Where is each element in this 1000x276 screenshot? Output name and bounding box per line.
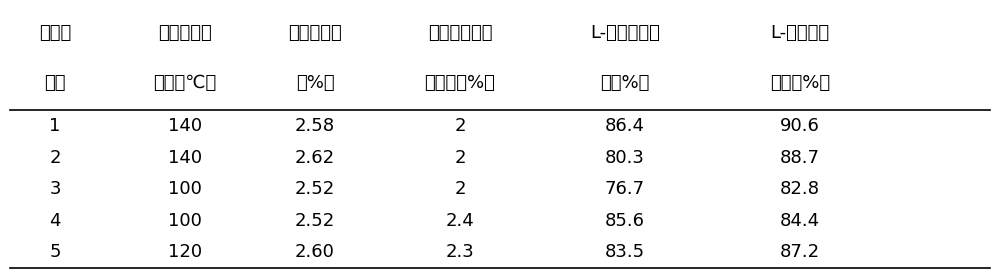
Text: 76.7: 76.7 bbox=[605, 180, 645, 198]
Text: L-丙氨酸转化: L-丙氨酸转化 bbox=[590, 24, 660, 42]
Text: 83.5: 83.5 bbox=[605, 243, 645, 261]
Text: 2.4: 2.4 bbox=[446, 211, 474, 230]
Text: L-氨基丙醇: L-氨基丙醇 bbox=[770, 24, 830, 42]
Text: （%）: （%） bbox=[296, 74, 334, 92]
Text: 140: 140 bbox=[168, 148, 202, 167]
Text: 4: 4 bbox=[49, 211, 61, 230]
Text: 硅胶预处理: 硅胶预处理 bbox=[158, 24, 212, 42]
Text: 82.8: 82.8 bbox=[780, 180, 820, 198]
Text: 2: 2 bbox=[49, 148, 61, 167]
Text: 2.3: 2.3 bbox=[446, 243, 474, 261]
Text: 140: 140 bbox=[168, 117, 202, 135]
Text: 收率（%）: 收率（%） bbox=[770, 74, 830, 92]
Text: 载体含氨量: 载体含氨量 bbox=[288, 24, 342, 42]
Text: 120: 120 bbox=[168, 243, 202, 261]
Text: 84.4: 84.4 bbox=[780, 211, 820, 230]
Text: 2.52: 2.52 bbox=[295, 180, 335, 198]
Text: 100: 100 bbox=[168, 180, 202, 198]
Text: 5: 5 bbox=[49, 243, 61, 261]
Text: 2: 2 bbox=[454, 117, 466, 135]
Text: 钌的负载质量: 钌的负载质量 bbox=[428, 24, 492, 42]
Text: 90.6: 90.6 bbox=[780, 117, 820, 135]
Text: 86.4: 86.4 bbox=[605, 117, 645, 135]
Text: 样品: 样品 bbox=[44, 74, 66, 92]
Text: 2.52: 2.52 bbox=[295, 211, 335, 230]
Text: 催化剂: 催化剂 bbox=[39, 24, 71, 42]
Text: 2.58: 2.58 bbox=[295, 117, 335, 135]
Text: 2.62: 2.62 bbox=[295, 148, 335, 167]
Text: 2.60: 2.60 bbox=[295, 243, 335, 261]
Text: 1: 1 bbox=[49, 117, 61, 135]
Text: 率（%）: 率（%） bbox=[600, 74, 650, 92]
Text: 百分比（%）: 百分比（%） bbox=[425, 74, 495, 92]
Text: 2: 2 bbox=[454, 180, 466, 198]
Text: 87.2: 87.2 bbox=[780, 243, 820, 261]
Text: 80.3: 80.3 bbox=[605, 148, 645, 167]
Text: 88.7: 88.7 bbox=[780, 148, 820, 167]
Text: 85.6: 85.6 bbox=[605, 211, 645, 230]
Text: 3: 3 bbox=[49, 180, 61, 198]
Text: 温度（℃）: 温度（℃） bbox=[153, 74, 217, 92]
Text: 100: 100 bbox=[168, 211, 202, 230]
Text: 2: 2 bbox=[454, 148, 466, 167]
